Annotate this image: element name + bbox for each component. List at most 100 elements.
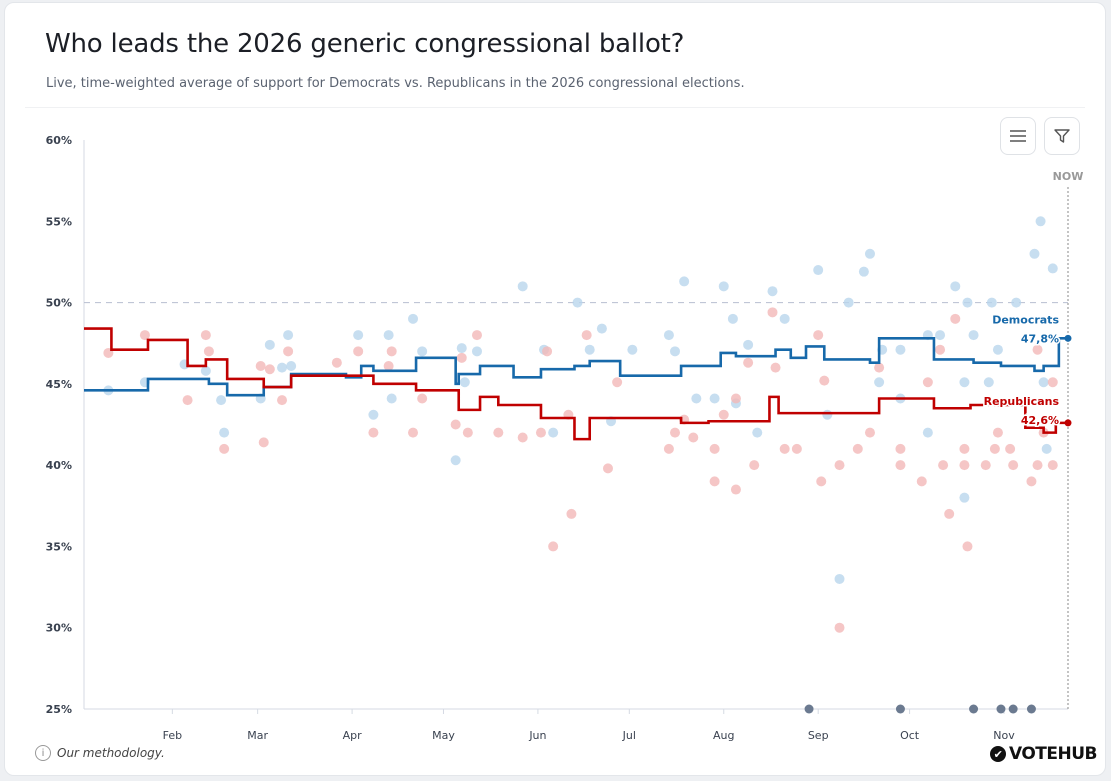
- dem-poll-dot: [843, 297, 854, 308]
- dem-poll-dot: [670, 346, 681, 357]
- rep-poll-dot: [959, 443, 970, 454]
- rep-poll-dot: [922, 377, 933, 388]
- rep-poll-dot: [535, 427, 546, 438]
- dem-poll-dot: [417, 346, 428, 357]
- rep-poll-dot: [182, 395, 193, 406]
- rep-poll-dot: [959, 460, 970, 471]
- dem-poll-dot: [386, 393, 397, 404]
- x-tick-label: Nov: [993, 729, 1015, 742]
- rep-poll-dot: [670, 427, 681, 438]
- rep-poll-dot: [255, 360, 266, 371]
- dem-poll-dot: [627, 344, 638, 355]
- x-tick-label: May: [432, 729, 455, 742]
- rep-poll-dot: [992, 427, 1003, 438]
- rep-poll-dot: [944, 508, 955, 519]
- dem-poll-dot: [813, 265, 824, 276]
- dem-poll-dot: [959, 492, 970, 503]
- rep-poll-dot: [834, 460, 845, 471]
- rep-poll-dot: [602, 463, 613, 474]
- axis-event-marker: [996, 704, 1006, 714]
- dem-poll-dot: [216, 395, 227, 406]
- rep-poll-dot: [916, 476, 927, 487]
- rep-poll-dot: [791, 443, 802, 454]
- rep-poll-dot: [895, 460, 906, 471]
- dem-poll-dot: [200, 365, 211, 376]
- y-tick-label: 25%: [46, 703, 72, 716]
- dem-poll-dot: [992, 344, 1003, 355]
- dem-poll-dot: [663, 330, 674, 341]
- axis-event-marker: [895, 704, 905, 714]
- dem-poll-dot: [983, 377, 994, 388]
- dem-poll-dot: [709, 393, 720, 404]
- dem-poll-dot: [517, 281, 528, 292]
- hamburger-icon: [1010, 130, 1026, 142]
- dem-poll-dot: [986, 297, 997, 308]
- rep-poll-dot: [819, 375, 830, 386]
- axis-event-marker: [969, 704, 979, 714]
- rep-poll-dot: [1047, 377, 1058, 388]
- y-tick-label: 40%: [46, 459, 72, 472]
- rep-poll-dot: [383, 360, 394, 371]
- rep-poll-dot: [1005, 443, 1016, 454]
- x-tick-label: Aug: [713, 729, 734, 742]
- x-tick-label: Jun: [528, 729, 546, 742]
- rep-poll-dot: [864, 427, 875, 438]
- rep-poll-dot: [749, 460, 760, 471]
- rep-poll-dot: [1032, 344, 1043, 355]
- dem-poll-dot: [450, 455, 461, 466]
- dem-poll-dot: [718, 281, 729, 292]
- rep-poll-dot: [203, 346, 214, 357]
- rep-poll-dot: [368, 427, 379, 438]
- dem-poll-dot: [584, 344, 595, 355]
- dem-poll-dot: [283, 330, 294, 341]
- menu-button[interactable]: [1000, 117, 1036, 155]
- rep-poll-dot: [264, 364, 275, 375]
- logo-text: VOTEHUB: [1009, 744, 1098, 764]
- dem-poll-dot: [471, 346, 482, 357]
- dem-poll-dot: [1038, 377, 1049, 388]
- x-tick-label: Oct: [900, 729, 920, 742]
- rep-poll-dot: [813, 330, 824, 341]
- rep-poll-dot: [718, 409, 729, 420]
- x-tick-label: Mar: [247, 729, 268, 742]
- filter-icon: [1054, 129, 1070, 143]
- dem-poll-dot: [922, 427, 933, 438]
- democrats-label: Democrats: [992, 313, 1059, 326]
- chart-card: Who leads the 2026 generic congressional…: [4, 2, 1106, 776]
- now-label: NOW: [1053, 170, 1084, 183]
- dem-poll-dot: [864, 248, 875, 259]
- check-icon: ✔: [990, 746, 1006, 762]
- y-tick-label: 50%: [46, 297, 72, 310]
- rep-poll-dot: [462, 427, 473, 438]
- y-tick-label: 60%: [46, 134, 72, 147]
- dem-poll-dot: [353, 330, 364, 341]
- dem-poll-dot: [548, 427, 559, 438]
- dem-poll-dot: [959, 377, 970, 388]
- dem-poll-dot: [834, 573, 845, 584]
- dem-poll-dot: [1047, 263, 1058, 274]
- republicans-line: [84, 327, 1068, 441]
- methodology-link[interactable]: i Our methodology.: [35, 745, 165, 761]
- rep-poll-dot: [548, 541, 559, 552]
- rep-poll-dot: [730, 393, 741, 404]
- rep-poll-dot: [386, 346, 397, 357]
- rep-poll-dot: [874, 362, 885, 373]
- rep-poll-dot: [962, 541, 973, 552]
- rep-poll-dot: [517, 432, 528, 443]
- filter-button[interactable]: [1044, 117, 1080, 155]
- x-tick-label: Feb: [163, 729, 182, 742]
- rep-poll-dot: [1026, 476, 1037, 487]
- rep-poll-dot: [353, 346, 364, 357]
- rep-poll-dot: [1047, 460, 1058, 471]
- rep-poll-dot: [456, 352, 467, 363]
- democrats-line: [84, 337, 1068, 397]
- dem-poll-dot: [727, 313, 738, 324]
- dem-poll-dot: [752, 427, 763, 438]
- dem-poll-dot: [383, 330, 394, 341]
- axis-event-marker: [804, 704, 814, 714]
- rep-poll-dot: [331, 357, 342, 368]
- page-title: Who leads the 2026 generic congressional…: [45, 29, 685, 59]
- dem-poll-dot: [1011, 297, 1022, 308]
- y-tick-label: 45%: [46, 378, 72, 391]
- axis-event-marker: [1026, 704, 1036, 714]
